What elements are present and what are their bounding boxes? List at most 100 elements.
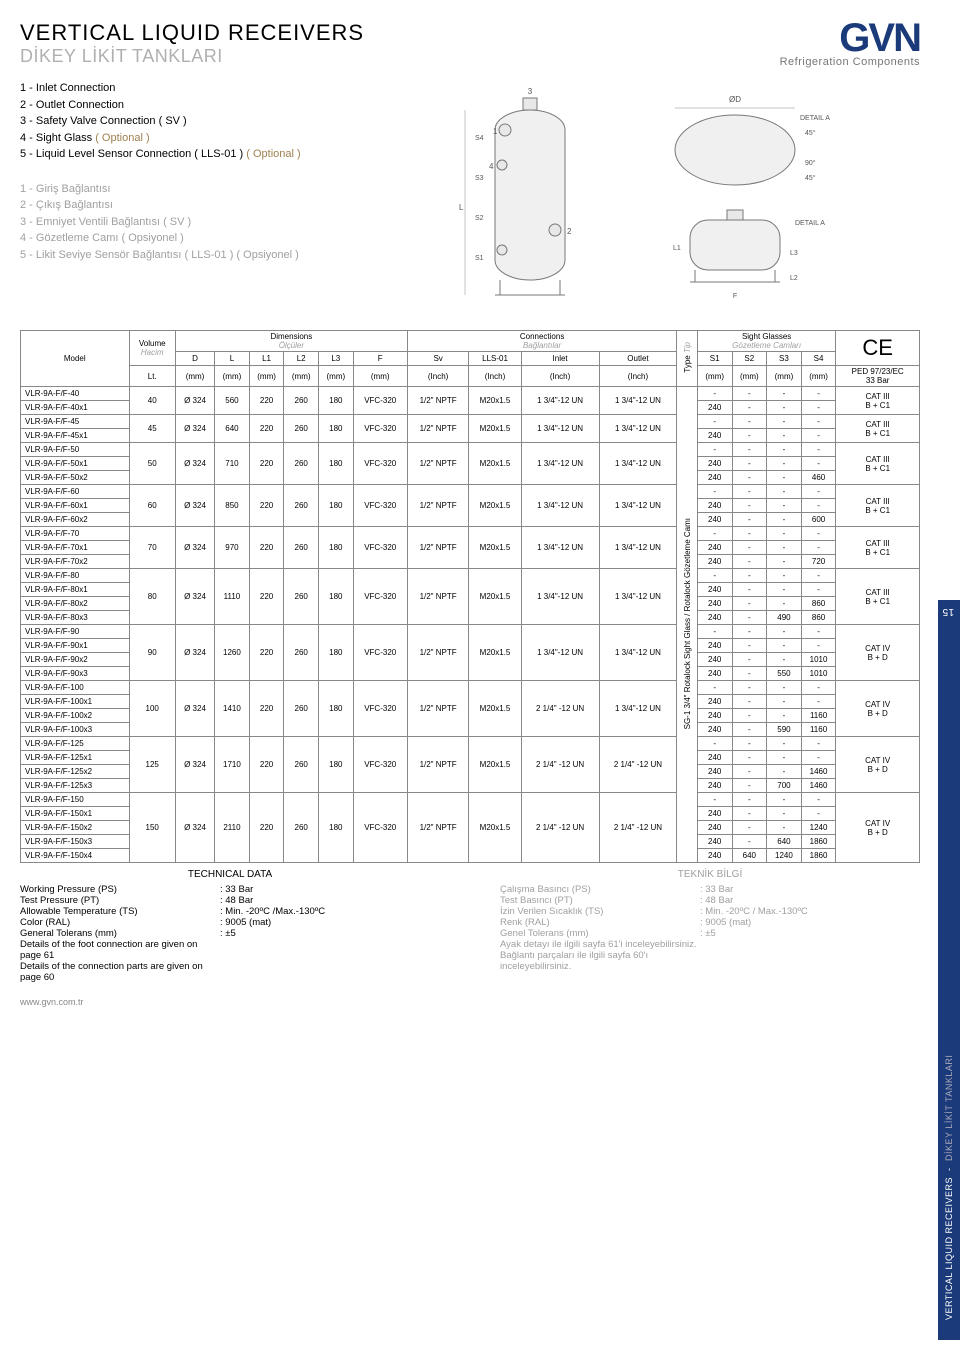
cell-s3: -: [767, 429, 802, 443]
cell-model: VLR-9A-F/F-150: [21, 793, 130, 807]
title-tr: DİKEY LİKİT TANKLARI: [20, 46, 364, 67]
cell-s1: 240: [697, 555, 732, 569]
cell-s2: -: [732, 695, 767, 709]
cell-vol: 60: [129, 485, 175, 527]
cell-s4: 460: [801, 471, 836, 485]
cell-s2: -: [732, 765, 767, 779]
cell-In: 2 1/4" -12 UN: [521, 737, 599, 793]
cell-L1: 220: [249, 387, 284, 415]
svg-text:45°: 45°: [805, 129, 816, 137]
cell-s4: -: [801, 429, 836, 443]
cell-s4: -: [801, 527, 836, 541]
cell-model: VLR-9A-F/F-70x2: [21, 555, 130, 569]
cell-LLS: M20x1.5: [469, 387, 521, 415]
svg-text:S1: S1: [475, 255, 484, 262]
cell-s1: 240: [697, 751, 732, 765]
col-connections: ConnectionsBağlantılar: [407, 331, 677, 352]
u-S4: (mm): [801, 366, 836, 387]
cell-D: Ø 324: [175, 793, 214, 863]
cell-s3: 590: [767, 723, 802, 737]
cell-L3: 180: [319, 527, 354, 569]
cell-s2: -: [732, 429, 767, 443]
cell-L2: 260: [284, 737, 319, 793]
cell-L1: 220: [249, 527, 284, 569]
tech-row: General Tolerans (mm): ±5: [20, 928, 440, 939]
col-dimensions: DimensionsÖlçüler: [175, 331, 407, 352]
cell-s4: -: [801, 387, 836, 401]
cell-s1: 240: [697, 667, 732, 681]
cell-L3: 180: [319, 569, 354, 625]
cell-In: 1 3/4"-12 UN: [521, 415, 599, 443]
h-Sv: Sv: [407, 352, 469, 366]
svg-text:1: 1: [493, 127, 498, 136]
svg-text:L1: L1: [673, 245, 681, 252]
tech-value: [220, 961, 440, 983]
cell-s1: -: [697, 387, 732, 401]
cell-s1: 240: [697, 821, 732, 835]
legend-item-tr: 4 - Gözetleme Camı ( Opsiyonel ): [20, 230, 350, 247]
cell-s4: 1860: [801, 835, 836, 849]
cell-s1: 240: [697, 597, 732, 611]
cell-LLS: M20x1.5: [469, 737, 521, 793]
cell-s1: 240: [697, 723, 732, 737]
cell-L2: 260: [284, 443, 319, 485]
cell-Out: 2 1/4" -12 UN: [599, 737, 677, 793]
h-Inlet: Inlet: [521, 352, 599, 366]
logo-text: GVN: [780, 20, 920, 56]
cell-Sv: 1/2" NPTF: [407, 485, 469, 527]
cell-model: VLR-9A-F/F-100x1: [21, 695, 130, 709]
cell-s3: -: [767, 751, 802, 765]
cell-vol: 150: [129, 793, 175, 863]
side-en: VERTICAL LIQUID RECEIVERS: [944, 1177, 954, 1320]
table-body: VLR-9A-F/F-4040Ø 324560220260180VFC-3201…: [21, 387, 920, 863]
legend-item: 1 - Inlet Connection: [20, 80, 350, 97]
cell-F: VFC-320: [353, 737, 407, 793]
table-row: VLR-9A-F/F-6060Ø 324850220260180VFC-3201…: [21, 485, 920, 499]
h-L1: L1: [249, 352, 284, 366]
cell-L3: 180: [319, 387, 354, 415]
svg-text:S2: S2: [475, 215, 484, 222]
cell-s1: 240: [697, 765, 732, 779]
tech-en: TECHNICAL DATA Working Pressure (PS): 33…: [20, 869, 440, 983]
cell-D: Ø 324: [175, 443, 214, 485]
cell-s3: -: [767, 695, 802, 709]
legend-item: 4 - Sight Glass ( Optional ): [20, 130, 350, 147]
cell-s3: -: [767, 443, 802, 457]
cell-L1: 220: [249, 569, 284, 625]
legend-item-tr: 3 - Emniyet Ventili Bağlantısı ( SV ): [20, 214, 350, 231]
svg-text:L3: L3: [790, 250, 798, 257]
cell-s1: -: [697, 737, 732, 751]
cell-F: VFC-320: [353, 793, 407, 863]
cell-ce: CAT IIIB + C1: [836, 527, 920, 569]
u-vol: Lt.: [129, 366, 175, 387]
cell-In: 1 3/4"-12 UN: [521, 443, 599, 485]
cell-s3: 1240: [767, 849, 802, 863]
cell-s2: -: [732, 583, 767, 597]
u-L2: (mm): [284, 366, 319, 387]
cell-L: 850: [215, 485, 250, 527]
cell-s3: 640: [767, 835, 802, 849]
cell-s4: -: [801, 583, 836, 597]
tech-label: Ayak detayı ile ilgili sayfa 61'i incele…: [500, 939, 700, 950]
cell-In: 1 3/4"-12 UN: [521, 569, 599, 625]
cell-LLS: M20x1.5: [469, 625, 521, 681]
cell-vol: 45: [129, 415, 175, 443]
tech-row: Test Basıncı (PT): 48 Bar: [500, 895, 920, 906]
cell-s1: 240: [697, 779, 732, 793]
cell-s2: -: [732, 513, 767, 527]
tech-row: Genel Tolerans (mm): ±5: [500, 928, 920, 939]
cell-vol: 90: [129, 625, 175, 681]
h-Outlet: Outlet: [599, 352, 677, 366]
h-S3: S3: [767, 352, 802, 366]
cell-model: VLR-9A-F/F-45x1: [21, 429, 130, 443]
cell-s3: -: [767, 639, 802, 653]
svg-text:ØD: ØD: [729, 95, 741, 104]
cell-Sv: 1/2" NPTF: [407, 443, 469, 485]
cell-model: VLR-9A-F/F-80: [21, 569, 130, 583]
legend-item: 5 - Liquid Level Sensor Connection ( LLS…: [20, 146, 350, 163]
cell-In: 1 3/4"-12 UN: [521, 625, 599, 681]
cell-ce: CAT IIIB + C1: [836, 443, 920, 485]
cell-s4: -: [801, 807, 836, 821]
cell-L: 1410: [215, 681, 250, 737]
cell-s2: -: [732, 387, 767, 401]
